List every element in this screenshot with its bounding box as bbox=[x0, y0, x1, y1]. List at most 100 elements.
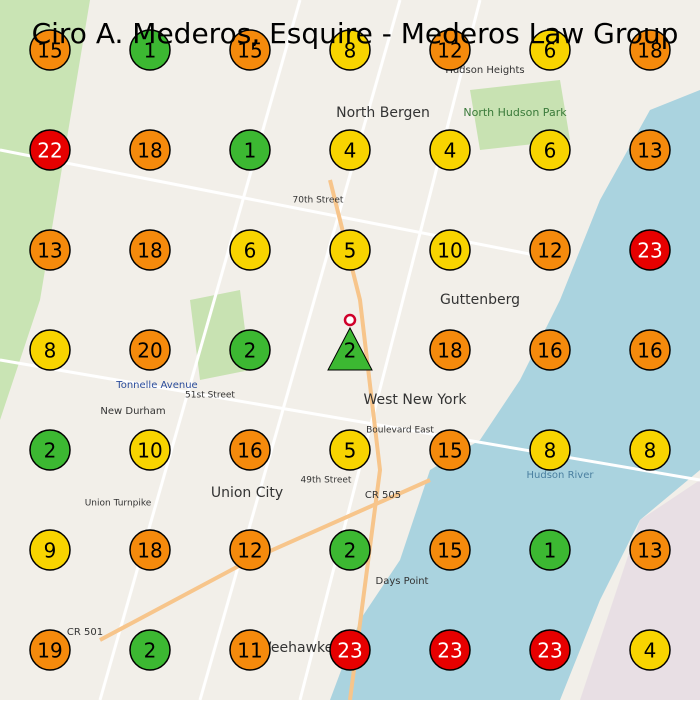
map-label: North Hudson Park bbox=[463, 106, 567, 119]
rank-label: 4 bbox=[644, 639, 657, 663]
rank-circle bbox=[429, 229, 471, 271]
rank-circle bbox=[229, 429, 271, 471]
rank-circle bbox=[529, 129, 571, 171]
rank-label: 6 bbox=[244, 239, 257, 263]
rank-circle bbox=[29, 229, 71, 271]
rank-circle bbox=[129, 529, 171, 571]
map-label: 49th Street bbox=[301, 476, 352, 486]
rank-label: 2 bbox=[344, 339, 357, 363]
rank-label: 12 bbox=[537, 239, 562, 263]
rank-circle bbox=[529, 429, 571, 471]
rank-label: 2 bbox=[44, 439, 57, 463]
map-label: Hudson River bbox=[527, 470, 595, 481]
map-label: Days Point bbox=[376, 576, 429, 587]
rank-circle bbox=[429, 429, 471, 471]
rank-circle bbox=[229, 29, 271, 71]
map-label: CR 505 bbox=[365, 490, 401, 501]
rank-label: 18 bbox=[137, 239, 162, 263]
rank-circle bbox=[329, 429, 371, 471]
rank-label: 9 bbox=[44, 539, 57, 563]
map-label: New Durham bbox=[100, 406, 165, 417]
rank-label: 4 bbox=[444, 139, 457, 163]
rank-label: 22 bbox=[37, 139, 62, 163]
street bbox=[298, 0, 482, 701]
rank-circle bbox=[129, 629, 171, 671]
title: Ciro A. Mederos, Esquire - Mederos Law G… bbox=[32, 17, 679, 50]
rank-circle bbox=[129, 129, 171, 171]
rank-circle bbox=[429, 29, 471, 71]
rank-circle bbox=[29, 129, 71, 171]
rank-label: 1 bbox=[544, 539, 557, 563]
rank-circle bbox=[529, 329, 571, 371]
rank-label: 8 bbox=[44, 339, 57, 363]
rank-label: 12 bbox=[237, 539, 262, 563]
rank-label: 23 bbox=[637, 239, 662, 263]
street bbox=[0, 358, 700, 482]
map-label: Union Turnpike bbox=[85, 499, 152, 509]
rank-label: 1 bbox=[144, 39, 157, 63]
rank-label: 8 bbox=[344, 39, 357, 63]
map-label: North Bergen bbox=[336, 105, 430, 121]
rank-circle bbox=[529, 229, 571, 271]
rank-label: 16 bbox=[637, 339, 662, 363]
street bbox=[98, 0, 302, 701]
rank-label: 10 bbox=[437, 239, 462, 263]
rank-label: 6 bbox=[544, 139, 557, 163]
rank-circle bbox=[129, 29, 171, 71]
rank-label: 2 bbox=[144, 639, 157, 663]
rank-circle bbox=[229, 529, 271, 571]
map-label: Tonnelle Avenue bbox=[115, 380, 197, 391]
park bbox=[0, 0, 90, 420]
rank-label: 19 bbox=[37, 639, 62, 663]
rank-label: 2 bbox=[344, 539, 357, 563]
rank-label: 13 bbox=[37, 239, 62, 263]
street bbox=[198, 0, 402, 701]
rank-label: 2 bbox=[244, 339, 257, 363]
rank-circle bbox=[329, 129, 371, 171]
rank-circle bbox=[429, 129, 471, 171]
rank-circle bbox=[129, 229, 171, 271]
rank-label: 12 bbox=[437, 39, 462, 63]
rank-label: 18 bbox=[637, 39, 662, 63]
rank-label: 4 bbox=[344, 139, 357, 163]
map-label: 51st Street bbox=[185, 391, 235, 401]
rank-label: 23 bbox=[437, 639, 462, 663]
rank-circle bbox=[529, 629, 571, 671]
rank-label: 8 bbox=[644, 439, 657, 463]
rank-label: 18 bbox=[137, 139, 162, 163]
water bbox=[330, 90, 700, 700]
rank-circle bbox=[529, 529, 571, 571]
rank-label: 13 bbox=[637, 139, 662, 163]
rank-circle bbox=[329, 29, 371, 71]
rank-circle bbox=[529, 29, 571, 71]
rank-label: 5 bbox=[344, 239, 357, 263]
map-labels: North Bergen Guttenberg West New York Union… bbox=[67, 65, 594, 656]
rank-label: 15 bbox=[237, 39, 262, 63]
rank-circle bbox=[29, 29, 71, 71]
rank-label: 18 bbox=[437, 339, 462, 363]
rank-circle bbox=[229, 329, 271, 371]
rank-circle bbox=[629, 29, 671, 71]
map-label: Union City bbox=[211, 485, 283, 501]
rank-label: 11 bbox=[237, 639, 262, 663]
rank-label: 16 bbox=[537, 339, 562, 363]
rank-circle bbox=[629, 229, 671, 271]
rank-circle bbox=[329, 229, 371, 271]
rank-circle bbox=[629, 329, 671, 371]
business-marker bbox=[327, 326, 373, 371]
rank-circle bbox=[429, 529, 471, 571]
rank-circle bbox=[129, 329, 171, 371]
rank-label: 8 bbox=[544, 439, 557, 463]
rank-label: 15 bbox=[37, 39, 62, 63]
map-label: West New York bbox=[364, 392, 468, 408]
rank-circle bbox=[429, 329, 471, 371]
rank-circle bbox=[29, 529, 71, 571]
rank-circle bbox=[129, 429, 171, 471]
map-label: CR 501 bbox=[67, 627, 103, 638]
rank-circle bbox=[29, 329, 71, 371]
rank-label: 6 bbox=[544, 39, 557, 63]
rank-circle bbox=[329, 629, 371, 671]
map-label: 70th Street bbox=[293, 196, 344, 206]
